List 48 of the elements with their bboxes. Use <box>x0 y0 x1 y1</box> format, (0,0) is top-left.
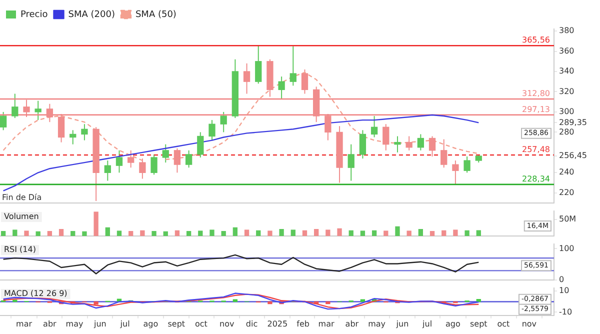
x-tick-label: sept <box>470 319 488 328</box>
x-tick-label: jun <box>395 319 409 328</box>
y-tick-label: 380 <box>559 26 574 36</box>
y-tick-label: 340 <box>559 66 574 76</box>
x-tick-label: mar <box>16 319 33 328</box>
chart-title: Volumen <box>4 212 39 222</box>
y-tick-label: 10 <box>559 286 570 296</box>
x-tick-label: abr <box>345 319 360 328</box>
x-tick-label: may <box>368 319 386 328</box>
y-tick-label: 320 <box>559 86 574 96</box>
x-tick-label: mar <box>318 319 335 328</box>
ref-line-label: 365,56 <box>522 36 550 45</box>
y-tick-label: 289,35 <box>559 118 587 127</box>
x-tick-label: nov <box>220 319 235 328</box>
legend-label: SMA (50) <box>135 10 176 20</box>
x-tick-label: abr <box>43 319 58 328</box>
x-tick-label: ago <box>446 319 461 328</box>
y-tick-label: 220 <box>559 188 574 197</box>
x-tick-label: dic <box>246 319 258 328</box>
chart-title: RSI (14) <box>4 245 36 254</box>
ref-line-label: 257,48 <box>522 145 550 154</box>
x-tick-label: nov <box>522 319 537 328</box>
x-tick-label: ago <box>143 319 158 328</box>
chart-title: MACD (12 26 9) <box>4 289 68 298</box>
legend-label: Precio <box>20 10 48 20</box>
legend-label: SMA (200) <box>68 10 115 20</box>
y-tick-label: 0 <box>559 275 564 284</box>
x-tick-label: jul <box>422 319 432 328</box>
x-tick-label: jul <box>119 319 130 328</box>
x-tick-label: oct <box>195 319 208 328</box>
x-tick-label: feb <box>296 319 310 328</box>
x-tick-label: oct <box>497 319 510 328</box>
y-tick-label: 280 <box>559 127 574 136</box>
x-tick-label: sept <box>168 319 186 328</box>
y-tick-label: -10 <box>559 307 572 316</box>
x-tick-label: 2025 <box>267 319 288 328</box>
ref-line-label: 228,34 <box>522 174 550 184</box>
x-tick-label: jun <box>93 319 106 328</box>
y-tick-label: 50M <box>559 214 576 224</box>
y-tick-label: 100 <box>559 244 574 253</box>
x-tick-label: may <box>66 319 84 328</box>
y-tick-label: 240 <box>559 168 574 177</box>
text: Fin de Día <box>2 193 42 202</box>
y-tick-label: 256,45 <box>559 151 587 160</box>
ref-line-label: 312,80 <box>522 89 550 98</box>
y-tick-label: 300 <box>559 107 574 116</box>
y-tick-label: 360 <box>559 46 574 56</box>
ref-line-label: 297,13 <box>522 104 550 114</box>
